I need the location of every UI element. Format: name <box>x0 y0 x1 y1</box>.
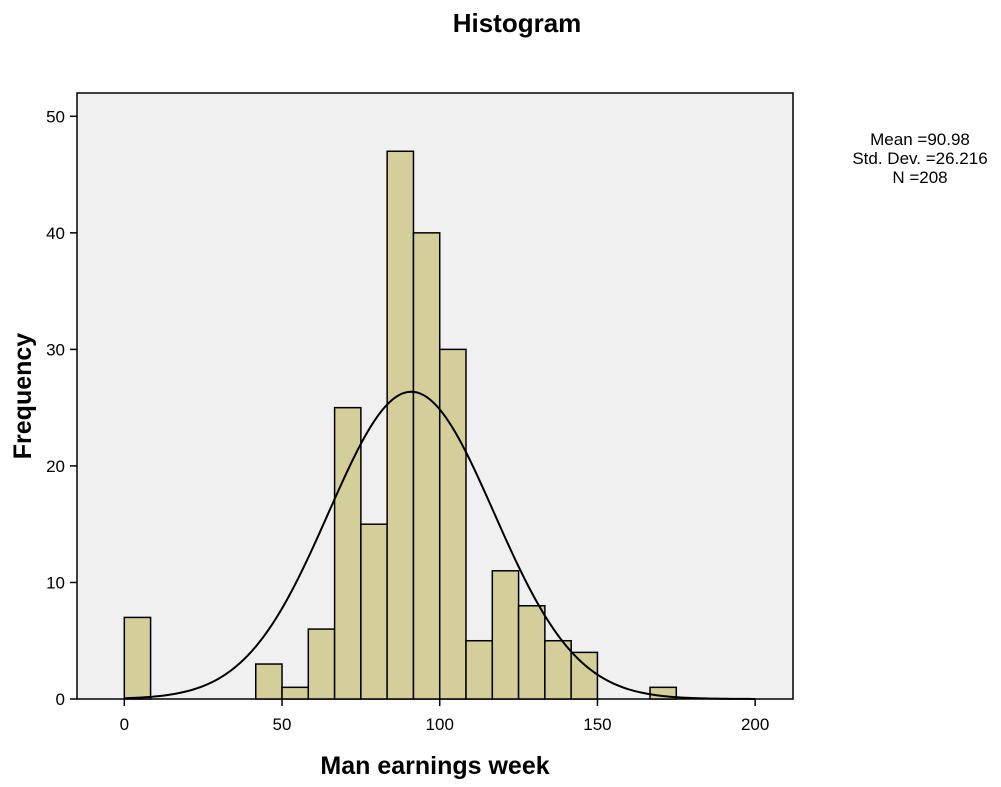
histogram-bar <box>123 616 152 700</box>
histogram-bar <box>360 523 388 700</box>
histogram-bar <box>281 686 310 700</box>
y-tick-label: 50 <box>46 107 65 126</box>
histogram-bar <box>386 150 415 700</box>
chart-title: Histogram <box>453 8 582 38</box>
histogram-bar <box>333 406 362 700</box>
histogram-bar <box>307 628 336 700</box>
stats-box: Mean =90.98 Std. Dev. =26.216 N =208 <box>852 130 987 187</box>
stats-n: N =208 <box>892 168 947 187</box>
histogram-bar <box>649 686 678 700</box>
stats-mean: Mean =90.98 <box>870 130 970 149</box>
histogram-bar <box>412 232 441 700</box>
histogram-bar <box>438 348 467 700</box>
x-axis-title: Man earnings week <box>320 752 549 780</box>
histogram-bar <box>544 639 572 700</box>
x-axis-ticks: 0 50 100 150 200 <box>120 699 769 734</box>
histogram-bar <box>465 639 494 700</box>
y-tick-label: 40 <box>46 224 65 243</box>
x-tick-label: 50 <box>273 715 292 734</box>
normal-curve <box>124 390 756 700</box>
bars-group <box>123 150 678 700</box>
x-tick-label: 0 <box>120 715 129 734</box>
histogram-bar <box>570 651 599 700</box>
x-tick-label: 150 <box>583 715 611 734</box>
y-axis-title: Frequency <box>9 333 37 460</box>
y-tick-label: 0 <box>56 690 65 709</box>
x-tick-label: 100 <box>426 715 454 734</box>
stats-std-dev: Std. Dev. =26.216 <box>852 149 987 168</box>
y-axis-ticks: 0 10 20 30 40 50 <box>46 107 77 709</box>
y-tick-label: 20 <box>46 457 65 476</box>
histogram-bar <box>254 663 283 700</box>
histogram-bar <box>517 605 546 700</box>
x-tick-label: 200 <box>741 715 769 734</box>
y-tick-label: 10 <box>46 573 65 592</box>
y-tick-label: 30 <box>46 340 65 359</box>
histogram-bar <box>491 570 520 700</box>
